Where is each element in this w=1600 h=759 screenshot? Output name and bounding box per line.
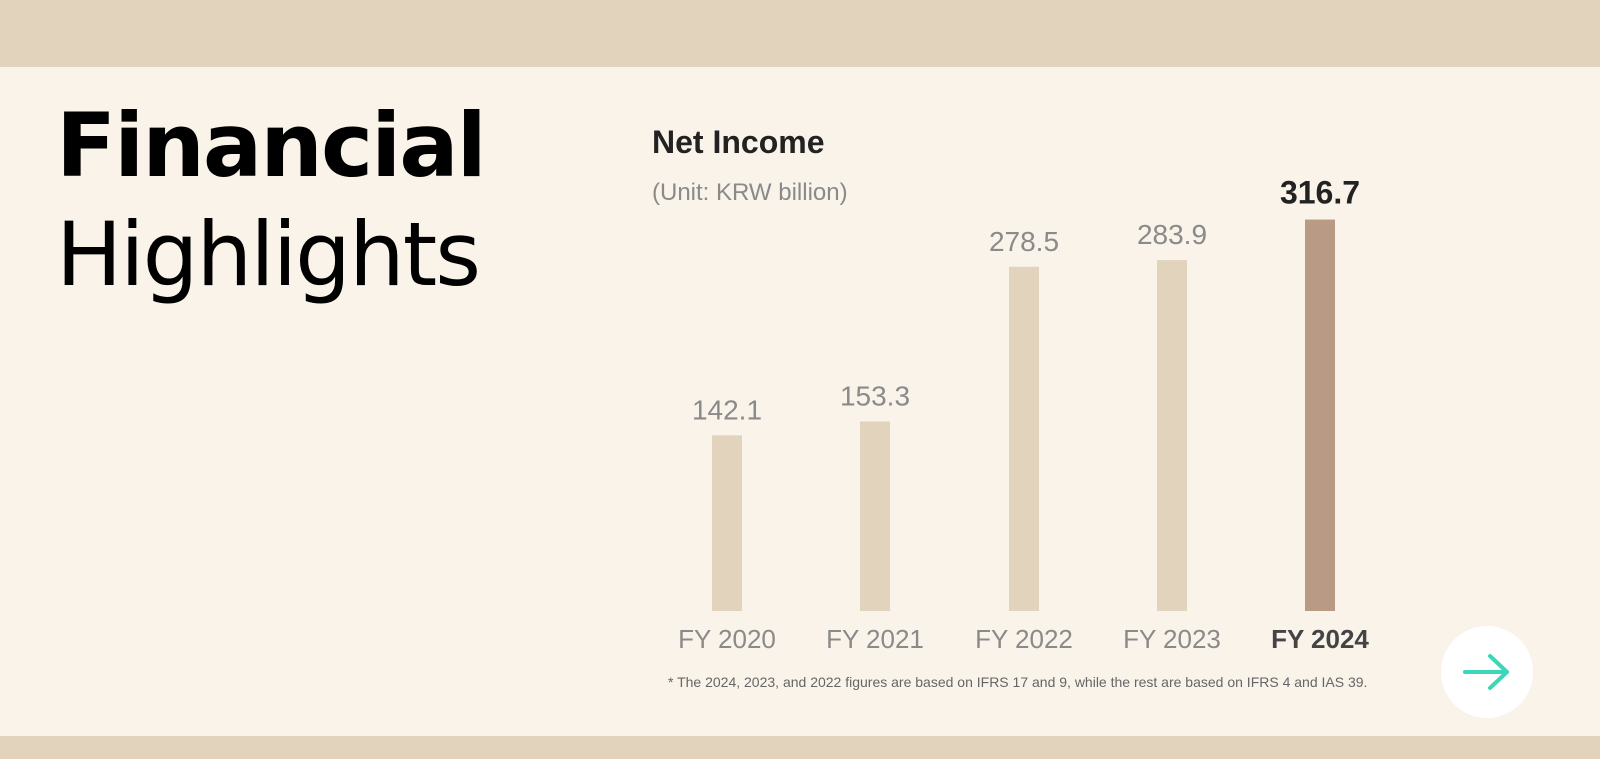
value-label: 278.5	[989, 226, 1059, 257]
arrow-right-icon	[1463, 654, 1509, 690]
bar-fy-2021	[860, 421, 890, 611]
category-label: FY 2020	[678, 624, 776, 654]
bottom-band	[0, 736, 1600, 759]
value-label: 316.7	[1280, 175, 1360, 211]
footnote: * The 2024, 2023, and 2022 figures are b…	[668, 674, 1368, 690]
chart-title: Net Income	[652, 124, 825, 160]
bar-fy-2024	[1305, 219, 1335, 611]
chart-unit: (Unit: KRW billion)	[652, 179, 848, 206]
headline: Financial Highlights	[56, 96, 576, 314]
value-label: 283.9	[1137, 219, 1207, 250]
value-label: 142.1	[692, 394, 762, 425]
headline-line-2: Highlights	[56, 203, 481, 306]
category-label: FY 2022	[975, 624, 1073, 654]
category-label: FY 2023	[1123, 624, 1221, 654]
bar-fy-2022	[1009, 266, 1039, 611]
value-label: 153.3	[840, 381, 910, 412]
bar-fy-2020	[712, 435, 742, 611]
next-button[interactable]	[1441, 626, 1533, 718]
headline-line-1: Financial	[56, 94, 487, 197]
category-label: FY 2024	[1271, 624, 1369, 654]
top-band	[0, 0, 1600, 67]
bar-fy-2023	[1157, 260, 1187, 611]
category-label: FY 2021	[826, 624, 924, 654]
